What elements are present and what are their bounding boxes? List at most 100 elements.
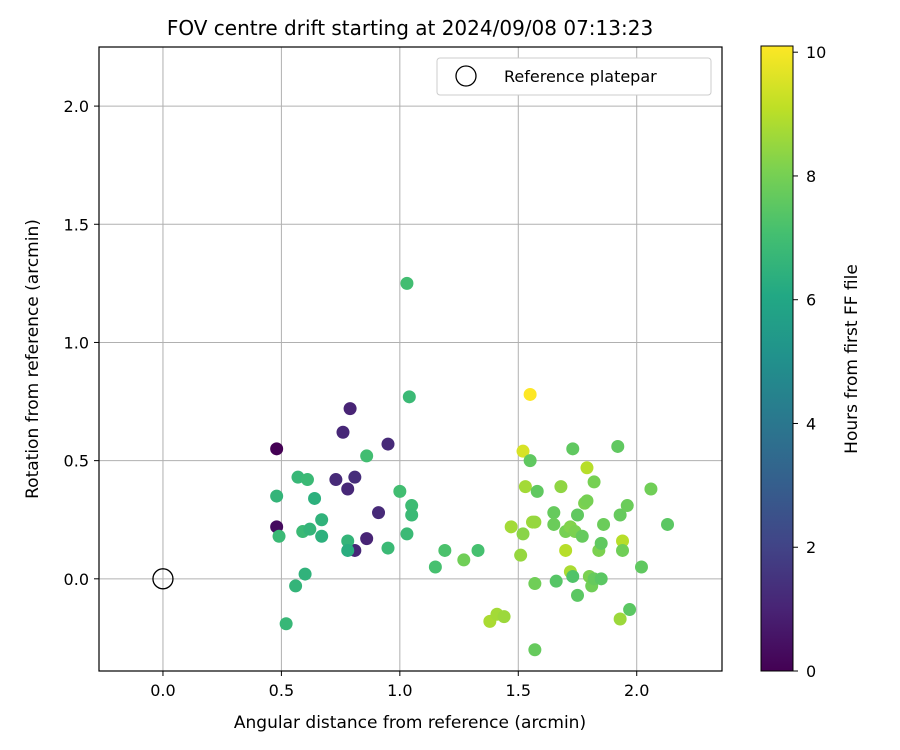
data-point xyxy=(372,506,386,520)
data-point xyxy=(528,577,542,591)
data-point xyxy=(428,560,442,574)
data-point xyxy=(343,402,357,416)
data-point xyxy=(523,387,537,401)
data-point xyxy=(571,588,585,602)
data-point xyxy=(270,489,284,503)
data-point xyxy=(634,560,648,574)
data-point xyxy=(566,569,580,583)
data-point xyxy=(315,513,329,527)
data-point xyxy=(405,508,419,522)
data-point xyxy=(438,543,452,557)
y-axis-label: Rotation from reference (arcmin) xyxy=(23,219,43,499)
data-point xyxy=(341,543,355,557)
data-point xyxy=(504,520,518,534)
data-point xyxy=(405,499,419,513)
data-point xyxy=(471,543,485,557)
data-point xyxy=(623,603,637,617)
data-point xyxy=(580,494,594,508)
data-point xyxy=(279,617,293,631)
data-point xyxy=(528,643,542,657)
data-point xyxy=(587,475,601,489)
data-point xyxy=(270,442,284,456)
y-tick-label: 1.5 xyxy=(64,215,89,234)
data-point xyxy=(523,454,537,468)
data-point xyxy=(594,536,608,550)
data-point xyxy=(341,534,355,548)
data-point xyxy=(402,390,416,404)
plot-frame xyxy=(98,46,723,672)
data-point xyxy=(547,506,561,520)
data-point xyxy=(597,517,611,531)
data-point xyxy=(497,610,511,624)
y-tick-label: 2.0 xyxy=(64,97,89,116)
y-tick-label: 1.0 xyxy=(64,333,89,352)
data-point xyxy=(308,491,322,505)
x-tick-label: 2.0 xyxy=(624,681,649,700)
data-point xyxy=(594,572,608,586)
data-point xyxy=(298,567,312,581)
x-axis-ticks: 0.0 0.5 1.0 1.5 2.0 xyxy=(150,671,649,700)
data-point xyxy=(400,527,414,541)
colorbar-tick-label: 4 xyxy=(806,414,816,433)
data-point xyxy=(348,470,362,484)
x-axis-label: Angular distance from reference (arcmin) xyxy=(234,713,586,733)
data-point xyxy=(549,574,563,588)
legend-marker-circle xyxy=(455,65,477,87)
legend-box xyxy=(436,57,712,96)
data-point xyxy=(559,543,573,557)
data-point xyxy=(360,449,374,463)
legend-label: Reference platepar xyxy=(504,67,657,86)
data-point xyxy=(329,473,343,487)
data-point xyxy=(457,553,471,567)
colorbar-tick-label: 0 xyxy=(806,662,816,681)
legend: Reference platepar xyxy=(436,57,712,96)
data-point xyxy=(661,517,675,531)
data-point xyxy=(644,482,658,496)
data-point xyxy=(514,548,528,562)
colorbar-gradient xyxy=(760,45,794,672)
data-point xyxy=(616,543,630,557)
data-points xyxy=(152,276,675,657)
data-point xyxy=(381,541,395,555)
data-point xyxy=(571,508,585,522)
colorbar-tick-label: 6 xyxy=(806,291,816,310)
data-point xyxy=(341,482,355,496)
data-point xyxy=(616,534,630,548)
colorbar-tick-label: 10 xyxy=(806,43,826,62)
data-point xyxy=(516,527,530,541)
data-point xyxy=(554,480,568,494)
x-tick-label: 1.5 xyxy=(506,681,531,700)
data-point xyxy=(272,529,286,543)
data-point xyxy=(360,532,374,546)
data-point xyxy=(289,579,303,593)
data-point xyxy=(575,529,589,543)
data-point xyxy=(611,439,625,453)
data-point xyxy=(315,529,329,543)
chart-title: FOV centre drift starting at 2024/09/08 … xyxy=(167,16,653,40)
data-point xyxy=(530,484,544,498)
colorbar-ticks: 0 2 4 6 8 10 xyxy=(793,43,826,681)
y-tick-label: 0.5 xyxy=(64,452,89,471)
y-tick-label: 0.0 xyxy=(64,570,89,589)
colorbar-tick-label: 2 xyxy=(806,538,816,557)
data-point xyxy=(613,612,627,626)
data-point xyxy=(516,444,530,458)
data-point xyxy=(393,484,407,498)
reference-platepar-marker xyxy=(152,568,174,590)
data-point xyxy=(381,437,395,451)
data-point xyxy=(300,473,314,487)
data-point xyxy=(566,442,580,456)
colorbar-tick-label: 8 xyxy=(806,167,816,186)
data-point xyxy=(613,508,627,522)
data-point xyxy=(528,515,542,529)
data-point xyxy=(336,425,350,439)
grid-lines xyxy=(99,47,722,671)
data-point xyxy=(303,522,317,536)
data-point xyxy=(400,276,414,290)
data-point xyxy=(580,461,594,475)
colorbar: 0 2 4 6 8 10 Hours from first FF file xyxy=(760,43,862,681)
colorbar-label: Hours from first FF file xyxy=(842,264,862,454)
y-axis-ticks: 0.0 0.5 1.0 1.5 2.0 xyxy=(64,97,99,589)
